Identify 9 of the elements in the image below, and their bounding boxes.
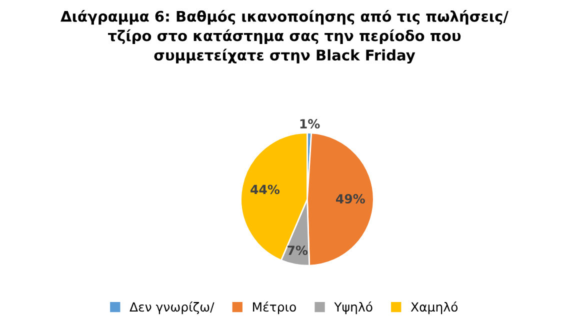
- legend-label: Υψηλό: [334, 301, 372, 314]
- data-label: 1%: [300, 119, 320, 128]
- legend-label: Χαμηλό: [410, 301, 458, 314]
- chart-title: Διάγραμμα 6: Βαθμός ικανοποίησης από τις πωλήσεις/ τζίρο στο κατάστημα σας την περίοδο που συμμετείχατε στην Black Friday: [60, 10, 509, 64]
- data-label: 49%: [336, 194, 365, 204]
- legend-label: Μέτριο: [253, 301, 296, 314]
- data-label: 44%: [250, 184, 280, 194]
- data-label: 7%: [288, 246, 308, 256]
- legend-label: Δεν γνωρίζω/: [130, 301, 214, 314]
